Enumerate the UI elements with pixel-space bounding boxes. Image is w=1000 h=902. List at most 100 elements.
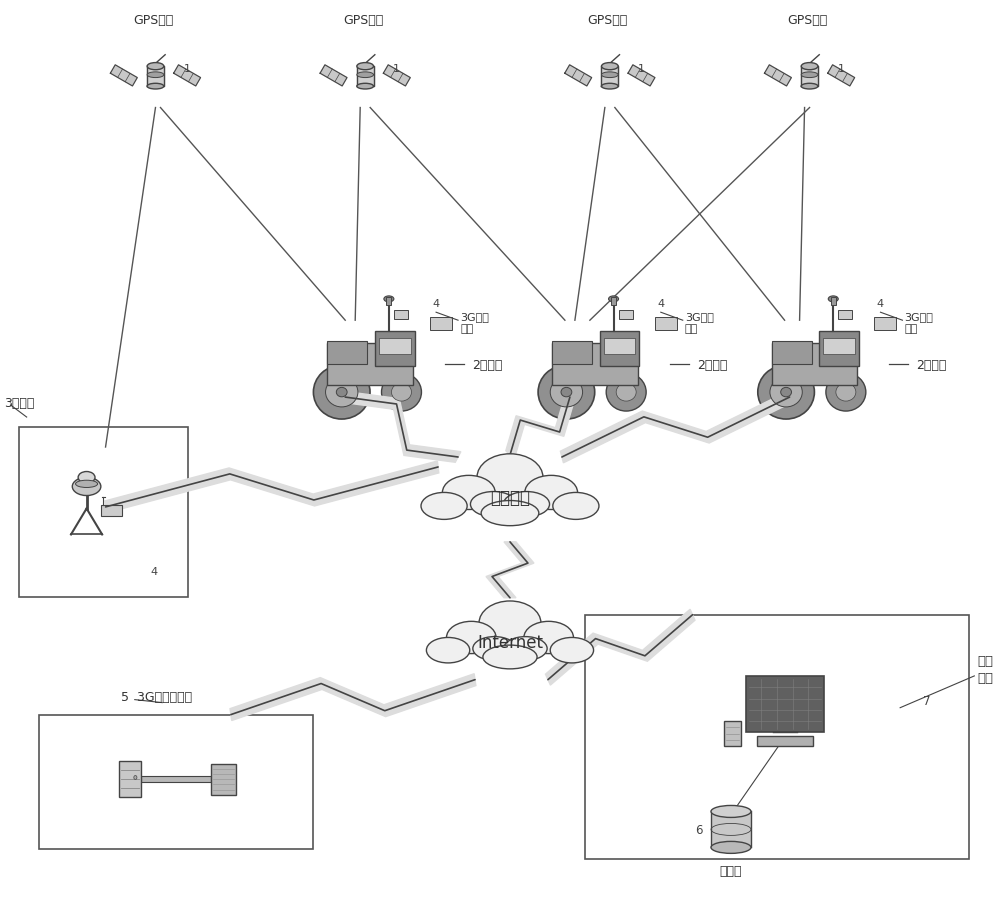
- Bar: [611, 298, 616, 306]
- Bar: [831, 298, 836, 306]
- Ellipse shape: [134, 776, 137, 779]
- Ellipse shape: [504, 637, 547, 660]
- Bar: [600, 331, 639, 367]
- Text: 1: 1: [638, 63, 645, 73]
- Ellipse shape: [147, 63, 164, 70]
- Text: 2移动站: 2移动站: [472, 358, 502, 372]
- Bar: [141, 777, 211, 782]
- Text: 7: 7: [923, 695, 931, 707]
- Ellipse shape: [78, 472, 95, 483]
- Ellipse shape: [601, 73, 618, 78]
- Ellipse shape: [473, 637, 516, 660]
- Bar: [772, 342, 812, 365]
- Bar: [119, 761, 141, 797]
- Ellipse shape: [336, 388, 347, 398]
- Polygon shape: [383, 66, 410, 87]
- Ellipse shape: [483, 646, 537, 669]
- Polygon shape: [801, 67, 818, 87]
- Polygon shape: [565, 66, 592, 87]
- Bar: [823, 338, 855, 354]
- Ellipse shape: [357, 63, 374, 70]
- Ellipse shape: [357, 73, 374, 78]
- Ellipse shape: [601, 84, 618, 90]
- Ellipse shape: [503, 492, 550, 517]
- Polygon shape: [110, 66, 137, 87]
- Polygon shape: [628, 66, 655, 87]
- Ellipse shape: [550, 378, 583, 408]
- Ellipse shape: [606, 373, 646, 411]
- Text: 移动网络: 移动网络: [490, 488, 530, 506]
- Bar: [772, 344, 857, 386]
- Text: GPS卫星: GPS卫星: [787, 14, 828, 27]
- Ellipse shape: [801, 84, 818, 90]
- Text: 2移动站: 2移动站: [916, 358, 947, 372]
- Ellipse shape: [384, 297, 394, 302]
- Ellipse shape: [76, 481, 98, 488]
- Bar: [838, 310, 852, 319]
- Bar: [327, 344, 413, 386]
- Ellipse shape: [550, 638, 594, 663]
- Bar: [604, 338, 635, 354]
- Text: 监控
中心: 监控 中心: [977, 654, 993, 684]
- Ellipse shape: [382, 373, 421, 411]
- Text: GPS卫星: GPS卫星: [133, 14, 174, 27]
- Text: 3G通信
模块: 3G通信 模块: [460, 312, 489, 334]
- Ellipse shape: [616, 383, 636, 401]
- Ellipse shape: [609, 297, 619, 302]
- Ellipse shape: [470, 492, 517, 517]
- Bar: [619, 310, 633, 319]
- Text: 1: 1: [838, 63, 845, 73]
- Polygon shape: [828, 66, 855, 87]
- Polygon shape: [342, 392, 461, 463]
- Ellipse shape: [561, 388, 572, 398]
- Text: 2移动站: 2移动站: [697, 358, 727, 372]
- Bar: [819, 331, 859, 367]
- Ellipse shape: [801, 63, 818, 70]
- Polygon shape: [357, 67, 374, 87]
- Ellipse shape: [758, 365, 814, 419]
- Bar: [39, 714, 313, 850]
- Text: 数据库: 数据库: [720, 864, 742, 878]
- Text: 1: 1: [183, 63, 190, 73]
- Bar: [386, 298, 391, 306]
- Bar: [746, 676, 824, 732]
- Bar: [394, 310, 408, 319]
- Ellipse shape: [826, 373, 866, 411]
- Ellipse shape: [836, 383, 856, 401]
- Polygon shape: [147, 67, 164, 87]
- Ellipse shape: [357, 84, 374, 90]
- Ellipse shape: [828, 297, 838, 302]
- Ellipse shape: [392, 383, 411, 401]
- Ellipse shape: [770, 378, 802, 408]
- Text: 3基准站: 3基准站: [4, 396, 34, 410]
- Ellipse shape: [525, 476, 578, 510]
- Bar: [655, 318, 677, 331]
- Ellipse shape: [326, 378, 358, 408]
- Ellipse shape: [524, 621, 573, 654]
- Ellipse shape: [481, 501, 539, 526]
- Ellipse shape: [147, 73, 164, 78]
- Bar: [757, 737, 813, 746]
- Polygon shape: [560, 391, 791, 464]
- Polygon shape: [601, 67, 618, 87]
- Polygon shape: [230, 674, 476, 721]
- Text: 3G通信
模块: 3G通信 模块: [685, 312, 714, 334]
- Bar: [19, 428, 188, 597]
- Ellipse shape: [442, 476, 495, 510]
- Text: Internet: Internet: [477, 633, 543, 651]
- Polygon shape: [486, 542, 534, 598]
- Bar: [327, 342, 367, 365]
- Ellipse shape: [781, 388, 791, 398]
- Ellipse shape: [538, 365, 595, 419]
- Bar: [379, 338, 411, 354]
- Bar: [585, 615, 969, 860]
- Polygon shape: [545, 610, 695, 686]
- Text: 5  3G网络服务器: 5 3G网络服务器: [121, 690, 192, 704]
- Bar: [375, 331, 415, 367]
- Text: 4: 4: [657, 299, 664, 308]
- Text: 4: 4: [877, 299, 884, 308]
- Text: 4: 4: [151, 566, 158, 576]
- Bar: [552, 344, 638, 386]
- Ellipse shape: [801, 73, 818, 78]
- Bar: [430, 318, 452, 331]
